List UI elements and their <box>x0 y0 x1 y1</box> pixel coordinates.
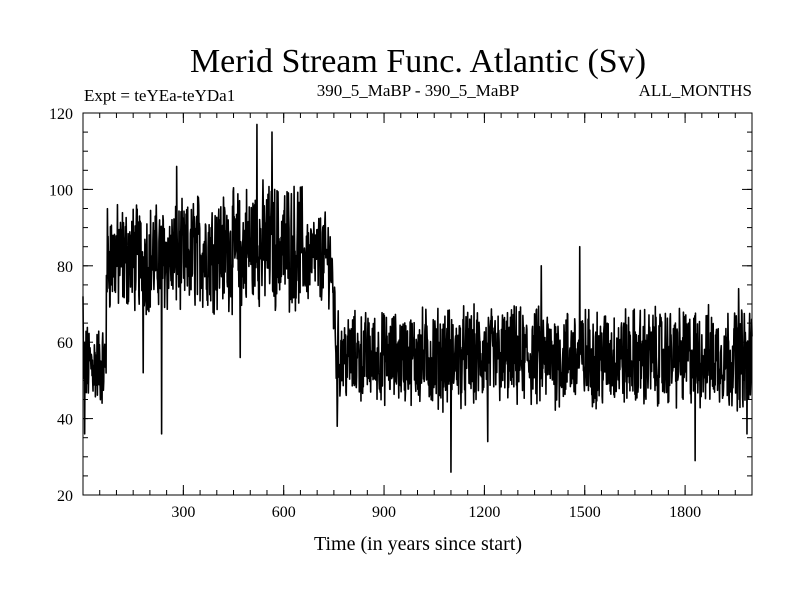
plot-area: 300 600 900 1200 1500 1800 20 40 60 80 100 120 <box>49 106 753 521</box>
subtitle-period: 390_5_MaBP - 390_5_MaBP <box>317 81 519 100</box>
x-axis-label: Time (in years since start) <box>314 533 522 555</box>
y-tick-label: 60 <box>57 335 73 352</box>
subtitle-expt: Expt = teYEa-teYDa1 <box>84 86 235 105</box>
y-tick-label: 120 <box>49 106 73 123</box>
chart-title: Merid Stream Func. Atlantic (Sv) <box>190 43 646 80</box>
x-tick-label: 1200 <box>468 504 500 521</box>
x-tick-label: 300 <box>171 504 195 521</box>
x-tick-label: 1500 <box>569 504 601 521</box>
series-line-amoc <box>82 123 753 473</box>
subtitle-months: ALL_MONTHS <box>639 81 752 100</box>
y-tick-label: 20 <box>57 488 73 505</box>
y-tick-label: 100 <box>49 182 73 199</box>
x-tick-label: 1800 <box>669 504 701 521</box>
x-tick-label: 900 <box>372 504 396 521</box>
y-tick-label: 40 <box>57 412 73 429</box>
y-tick-label: 80 <box>57 259 73 276</box>
x-tick-label: 600 <box>272 504 296 521</box>
